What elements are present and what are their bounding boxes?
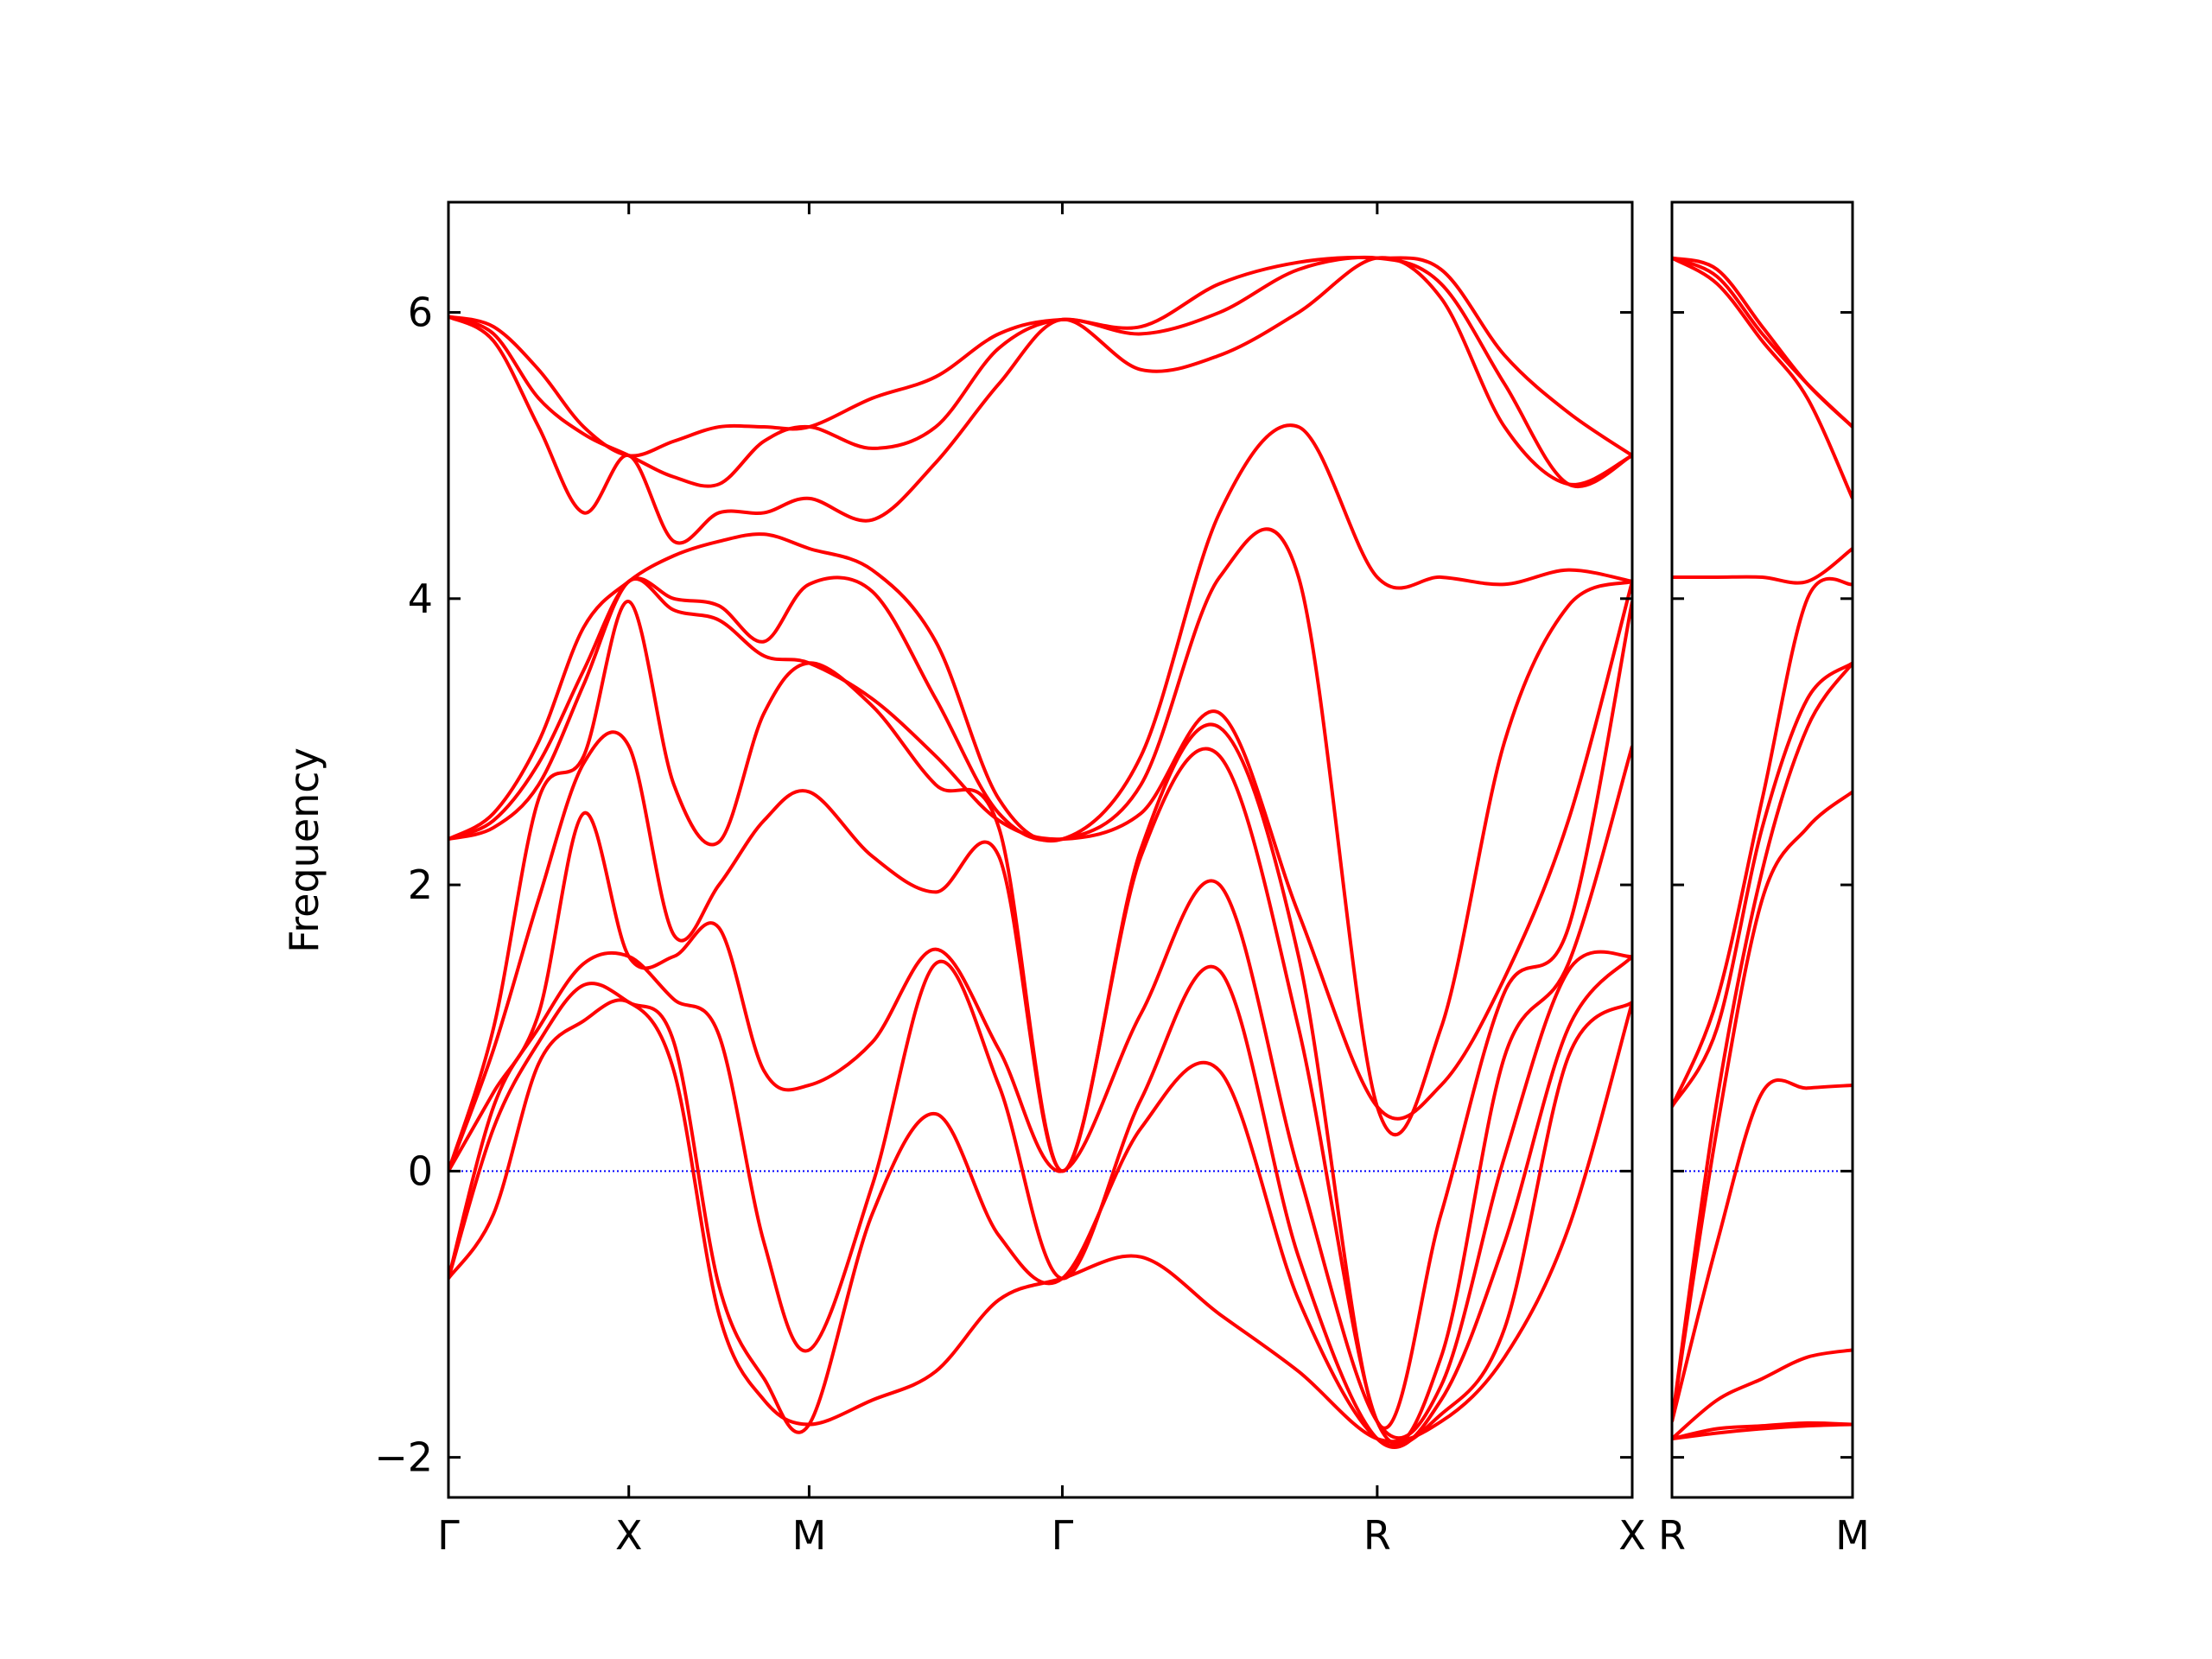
band-line: [1672, 1348, 1853, 1440]
band-line: [448, 527, 1632, 1136]
band-line: [448, 600, 1632, 1430]
y-tick-label: 2: [408, 861, 433, 908]
band-line: [448, 256, 1632, 545]
band-line: [1672, 576, 1853, 1108]
y-tick-label: 4: [408, 575, 433, 622]
plot-frame: [447, 200, 1634, 1499]
x-tick-label: M: [1835, 1512, 1870, 1559]
y-axis-label: Frequency: [281, 747, 327, 953]
band-line: [448, 811, 1632, 1440]
y-tick-label: −2: [374, 1434, 433, 1481]
x-tick-label: R: [1363, 1512, 1391, 1559]
band-line: [1672, 1078, 1853, 1422]
band-line: [448, 577, 1632, 1121]
band-line: [1672, 1422, 1853, 1441]
band-line: [448, 255, 1632, 488]
x-tick-label: R: [1658, 1512, 1686, 1559]
band-line: [1672, 662, 1853, 1422]
band-line: [448, 950, 1632, 1450]
x-tick-label: M: [792, 1512, 827, 1559]
band-line: [448, 423, 1632, 843]
y-tick-label: 6: [408, 289, 433, 336]
band-line: [448, 998, 1632, 1444]
x-tick-label: Γ: [437, 1512, 460, 1559]
band-line: [1672, 547, 1853, 585]
x-tick-label: X: [1618, 1512, 1646, 1559]
band-line: [1672, 790, 1853, 1422]
band-line: [448, 256, 1632, 458]
band-line: [1672, 661, 1853, 1108]
band-line: [1672, 256, 1853, 499]
band-line: [1672, 1421, 1853, 1441]
band-line: [448, 982, 1632, 1447]
x-tick-label: Γ: [1052, 1512, 1074, 1559]
plot-frame: [1670, 200, 1854, 1499]
x-tick-label: X: [615, 1512, 643, 1559]
band-line: [1672, 256, 1853, 429]
y-tick-label: 0: [408, 1147, 433, 1194]
